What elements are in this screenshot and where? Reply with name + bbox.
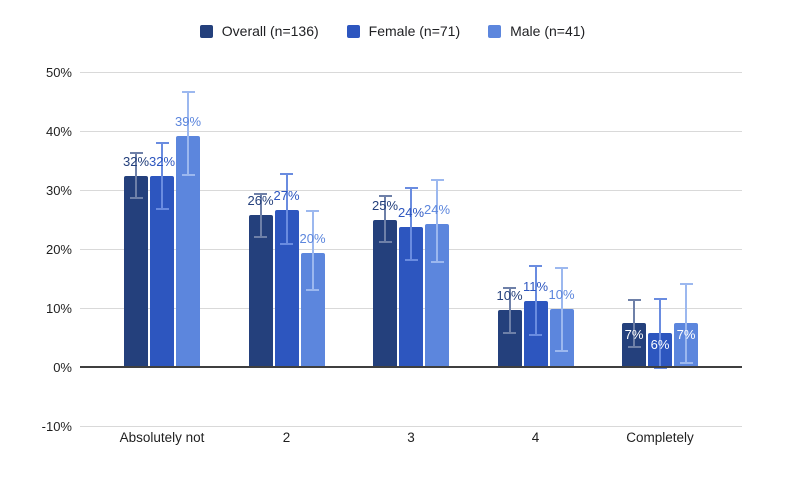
- x-tick-label: 3: [407, 430, 415, 445]
- bar-value-label: 32%: [148, 154, 176, 170]
- bar-value-label: 32%: [122, 154, 150, 170]
- error-bar-cap-bottom: [254, 235, 267, 238]
- error-bar-line: [560, 267, 563, 352]
- error-bar-cap-top: [555, 267, 568, 270]
- error-bar-line: [659, 297, 661, 369]
- bar-value-label: 7%: [676, 327, 696, 343]
- legend-item: Female (n=71): [346, 23, 461, 39]
- bar-value-label: 20%: [299, 230, 326, 246]
- legend-swatch-icon: [199, 24, 213, 38]
- bar-value-label: 10%: [496, 288, 523, 304]
- error-bar-cap-top: [653, 297, 667, 300]
- error-bar-cap-top: [627, 299, 641, 302]
- error-bar-line: [384, 194, 386, 243]
- error-bar-line: [534, 264, 537, 336]
- error-bar-cap-top: [155, 141, 169, 144]
- error-bar-line: [259, 192, 262, 238]
- legend-label: Female (n=71): [368, 23, 461, 39]
- error-bar-cap-top: [378, 194, 392, 197]
- error-bar-line: [633, 299, 635, 348]
- bar-value-label: 11%: [522, 278, 549, 294]
- legend-swatch-icon: [346, 24, 360, 38]
- error-bar-cap-top: [254, 192, 267, 195]
- error-bar-cap-bottom: [129, 196, 143, 199]
- error-bar-cap-top: [503, 286, 516, 289]
- bar-value-label: 7%: [624, 327, 644, 343]
- error-bar-line: [187, 91, 189, 177]
- error-bar-cap-top: [529, 264, 542, 267]
- bar: [248, 214, 273, 367]
- x-axis-line: [80, 366, 742, 368]
- error-bar-line: [135, 151, 137, 199]
- y-tick-label: 30%: [45, 183, 72, 198]
- legend-item: Overall (n=136): [199, 23, 319, 39]
- bar-value-label: 24%: [423, 202, 451, 218]
- y-tick-label: 50%: [45, 65, 72, 80]
- error-bar-line: [685, 282, 687, 365]
- error-bar-cap-bottom: [430, 261, 444, 264]
- bar-value-label: 27%: [273, 188, 300, 204]
- error-bar-cap-bottom: [280, 242, 293, 245]
- y-tick-label: 10%: [45, 301, 72, 316]
- bar: [124, 176, 148, 367]
- error-bar-cap-bottom: [404, 258, 418, 261]
- y-tick-label: 0%: [53, 360, 72, 375]
- bar-value-label: 6%: [650, 337, 670, 353]
- error-bar-line: [311, 210, 314, 292]
- error-bar-line: [436, 178, 438, 264]
- y-tick-label: 40%: [45, 124, 72, 139]
- gridline: [80, 131, 742, 132]
- error-bar-line: [508, 286, 511, 334]
- error-bar-line: [285, 172, 288, 245]
- error-bar-cap-top: [679, 282, 693, 285]
- error-bar-cap-bottom: [306, 289, 319, 292]
- bar-value-label: 24%: [397, 204, 425, 220]
- error-bar-line: [410, 187, 412, 261]
- chart-legend: Overall (n=136) Female (n=71) Male (n=41): [0, 20, 785, 42]
- error-bar-cap-top: [129, 151, 143, 154]
- legend-swatch-icon: [488, 24, 502, 38]
- x-tick-label: 2: [282, 430, 291, 445]
- error-bar-cap-top: [181, 91, 195, 94]
- gridline: [80, 72, 742, 73]
- bar-value-label: 25%: [371, 198, 399, 214]
- error-bar-cap-bottom: [155, 208, 169, 211]
- bar-value-label: 26%: [247, 192, 274, 208]
- error-bar-cap-top: [404, 187, 418, 190]
- gridline: [80, 426, 742, 427]
- error-bar-cap-bottom: [529, 333, 542, 336]
- error-bar-line: [161, 141, 163, 211]
- x-tick-label: Completely: [626, 430, 694, 445]
- error-bar-cap-top: [306, 210, 319, 213]
- error-bar-cap-top: [280, 172, 293, 175]
- x-tick-label: 4: [531, 430, 540, 445]
- error-bar-cap-bottom: [181, 174, 195, 177]
- legend-item: Male (n=41): [488, 23, 585, 39]
- y-tick-label: 20%: [45, 242, 72, 257]
- error-bar-cap-bottom: [555, 349, 568, 352]
- error-bar-cap-top: [430, 178, 444, 181]
- bar-value-label: 10%: [548, 286, 575, 302]
- bar-value-label: 39%: [174, 113, 202, 129]
- x-tick-label: Absolutely not: [119, 430, 205, 445]
- bar: [373, 220, 397, 367]
- error-bar-cap-bottom: [503, 331, 516, 334]
- legend-label: Overall (n=136): [221, 23, 319, 39]
- error-bar-cap-bottom: [378, 240, 392, 243]
- y-tick-label: -10%: [41, 419, 72, 434]
- legend-label: Male (n=41): [510, 23, 586, 39]
- error-bar-cap-bottom: [627, 345, 641, 348]
- error-bar-cap-bottom: [679, 362, 693, 365]
